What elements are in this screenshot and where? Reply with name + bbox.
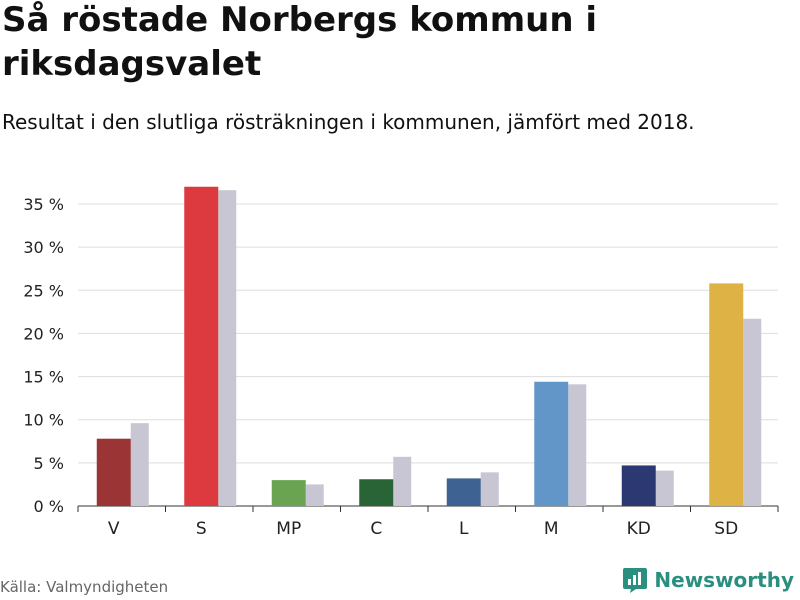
chart-subtitle: Resultat i den slutliga rösträkningen i … <box>2 110 695 134</box>
brand-name: Newsworthy <box>654 568 794 592</box>
x-tick-label-mp: MP <box>276 519 301 539</box>
bar-2022-sd <box>709 283 744 506</box>
bar-2022-c <box>359 479 394 506</box>
y-tick-label: 5 % <box>34 454 64 473</box>
bar-2018-m <box>568 384 587 506</box>
bar-2022-l <box>446 478 481 506</box>
bar-2018-kd <box>655 470 674 506</box>
bar-2022-s <box>184 186 219 506</box>
y-tick-label: 10 % <box>23 411 64 430</box>
y-tick-label: 35 % <box>23 195 64 214</box>
x-tick-label-kd: KD <box>627 519 651 539</box>
x-tick-label-sd: SD <box>714 519 738 539</box>
x-tick-label-l: L <box>459 519 469 539</box>
x-tick-label-m: M <box>544 519 559 539</box>
newsworthy-logo: Newsworthy <box>622 566 794 594</box>
bar-2018-c <box>393 456 412 506</box>
bar-2022-v <box>96 438 131 506</box>
bar-2018-l <box>480 472 499 506</box>
x-tick-label-s: S <box>196 519 207 539</box>
x-tick-label-c: C <box>370 519 382 539</box>
chart-title: Så röstade Norbergs kommun i riksdagsval… <box>2 0 598 84</box>
y-tick-label: 25 % <box>23 281 64 300</box>
bar-2018-v <box>130 423 149 506</box>
y-tick-label: 30 % <box>23 238 64 257</box>
bar-2018-s <box>218 190 237 507</box>
x-tick-label-v: V <box>108 519 120 539</box>
y-tick-label: 15 % <box>23 368 64 387</box>
source-note: Källa: Valmyndigheten <box>0 578 169 596</box>
bar-2018-sd <box>743 318 762 506</box>
bar-chart: 0 % 5 % 10 % 15 % 20 % 25 % 30 % 35 % V S MP C L M KD S… <box>23 186 779 539</box>
newsworthy-logo-icon <box>623 568 648 593</box>
bar-2018-mp <box>305 484 324 506</box>
bar-2022-mp <box>271 480 306 506</box>
y-tick-label: 20 % <box>23 324 64 343</box>
y-tick-label: 0 % <box>34 497 64 516</box>
bar-2022-m <box>534 381 569 506</box>
bar-2022-kd <box>621 465 656 506</box>
